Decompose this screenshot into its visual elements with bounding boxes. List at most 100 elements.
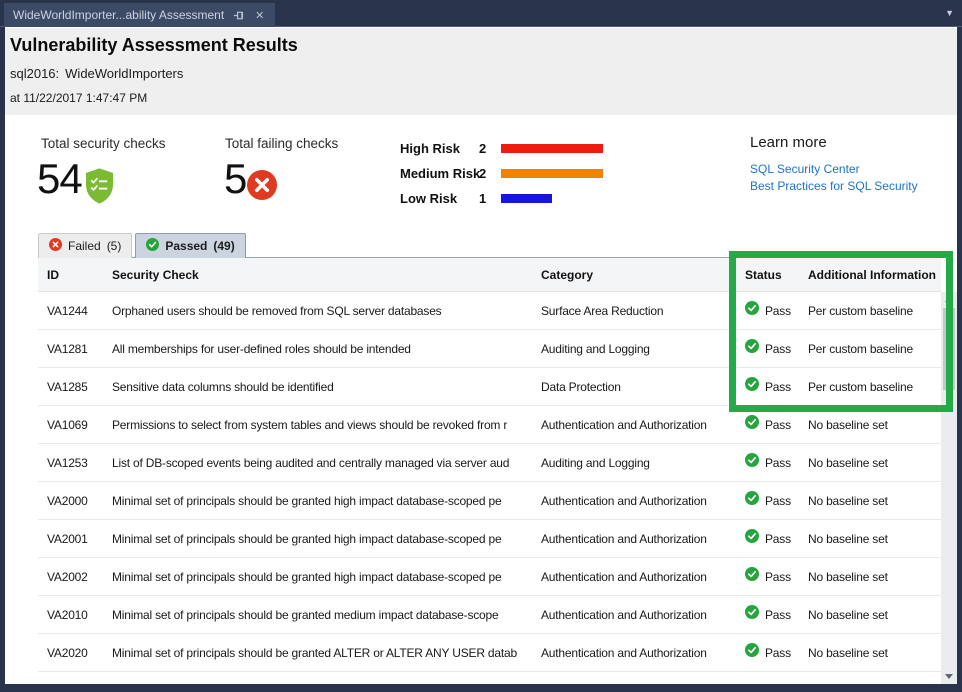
risk-bar: [501, 144, 603, 153]
table-row[interactable]: VA2001 Minimal set of principals should …: [38, 520, 941, 558]
status-text: Pass: [765, 444, 791, 482]
risk-count: 2: [479, 141, 501, 156]
cell-status: Pass: [745, 520, 791, 558]
risk-bar: [501, 169, 603, 178]
server-database-line: sql2016:WideWorldImporters: [10, 66, 183, 81]
cell-status: Pass: [745, 482, 791, 520]
risk-count: 1: [479, 191, 501, 206]
cell-security-check: Minimal set of principals should be gran…: [112, 482, 522, 520]
cell-security-check: All memberships for user-defined roles s…: [112, 330, 522, 368]
risk-label: Low Risk: [400, 191, 479, 206]
document-tab-title: WideWorldImporter...ability Assessment: [13, 8, 224, 22]
cell-status: Pass: [745, 368, 791, 406]
cell-status: Pass: [745, 596, 791, 634]
failing-checks-value: 5: [224, 158, 246, 200]
cell-additional-info: No baseline set: [808, 558, 888, 596]
table-row[interactable]: VA2020 Minimal set of principals should …: [38, 634, 941, 672]
tab-count: (5): [107, 239, 122, 253]
cell-category: Authentication and Authorization: [541, 520, 707, 558]
scroll-up-arrow-icon[interactable]: [945, 297, 953, 302]
cell-additional-info: Per custom baseline: [808, 292, 913, 330]
cell-status: Pass: [745, 558, 791, 596]
pass-check-icon: [745, 520, 759, 558]
table-row[interactable]: VA2002 Minimal set of principals should …: [38, 558, 941, 596]
column-header-category[interactable]: Category: [541, 258, 593, 292]
cell-additional-info: No baseline set: [808, 596, 888, 634]
pin-icon[interactable]: [232, 9, 245, 22]
status-text: Pass: [765, 596, 791, 634]
pass-check-icon: [745, 330, 759, 368]
scrollbar-thumb[interactable]: [943, 308, 955, 390]
table-row[interactable]: VA1069 Permissions to select from system…: [38, 406, 941, 444]
table-row[interactable]: VA2010 Minimal set of principals should …: [38, 596, 941, 634]
vertical-scrollbar[interactable]: [941, 292, 957, 684]
cell-category: Data Protection: [541, 368, 621, 406]
risk-legend-row-high-risk: High Risk 2: [400, 138, 603, 158]
cell-security-check: Orphaned users should be removed from SQ…: [112, 292, 522, 330]
cell-id: VA1285: [47, 368, 88, 406]
document-tab-bar: WideWorldImporter...ability Assessment ✕…: [0, 0, 962, 27]
risk-label: Medium Risk: [400, 166, 479, 181]
status-text: Pass: [765, 634, 791, 672]
cell-status: Pass: [745, 406, 791, 444]
cell-security-check: List of DB-scoped events being audited a…: [112, 444, 522, 482]
cell-security-check: Sensitive data columns should be identif…: [112, 368, 522, 406]
column-header-status[interactable]: Status: [745, 258, 782, 292]
learn-more-link[interactable]: SQL Security Center: [750, 162, 918, 176]
status-text: Pass: [765, 406, 791, 444]
cell-id: VA2010: [47, 596, 88, 634]
pass-check-icon: [745, 596, 759, 634]
cell-security-check: Minimal set of principals should be gran…: [112, 520, 522, 558]
pass-check-icon: [745, 558, 759, 596]
pass-check-icon: [745, 292, 759, 330]
cell-category: Authentication and Authorization: [541, 634, 707, 672]
cell-id: VA1281: [47, 330, 88, 368]
page-title: Vulnerability Assessment Results: [10, 35, 298, 56]
table-row[interactable]: VA1285 Sensitive data columns should be …: [38, 368, 941, 406]
learn-more-links: SQL Security Center Best Practices for SQ…: [750, 162, 918, 193]
results-header: Vulnerability Assessment Results sql2016…: [5, 28, 957, 115]
tab-passed[interactable]: Passed (49): [135, 233, 245, 258]
learn-more-title: Learn more: [750, 134, 827, 151]
cell-additional-info: Per custom baseline: [808, 330, 913, 368]
server-name: sql2016:: [10, 66, 59, 81]
risk-legend-row-low-risk: Low Risk 1: [400, 188, 552, 208]
table-row[interactable]: VA1244 Orphaned users should be removed …: [38, 292, 941, 330]
failing-checks-label: Total failing checks: [225, 136, 338, 151]
pass-check-icon: [745, 482, 759, 520]
cell-category: Surface Area Reduction: [541, 292, 663, 330]
column-header-additional-information[interactable]: Additional Information: [808, 258, 936, 292]
scroll-down-arrow-icon[interactable]: [945, 674, 953, 679]
cell-id: VA1244: [47, 292, 88, 330]
cell-category: Authentication and Authorization: [541, 482, 707, 520]
tab-failed[interactable]: Failed (5): [38, 233, 132, 258]
fail-x-icon: [49, 238, 62, 254]
cell-id: VA2002: [47, 558, 88, 596]
cell-additional-info: No baseline set: [808, 482, 888, 520]
cell-category: Authentication and Authorization: [541, 406, 707, 444]
risk-label: High Risk: [400, 141, 479, 156]
table-row[interactable]: VA2000 Minimal set of principals should …: [38, 482, 941, 520]
tab-count: (49): [213, 239, 234, 253]
results-table: VA1244 Orphaned users should be removed …: [38, 292, 941, 672]
cell-security-check: Permissions to select from system tables…: [112, 406, 522, 444]
cell-id: VA1069: [47, 406, 88, 444]
close-icon[interactable]: ✕: [253, 9, 266, 22]
column-header-security-check[interactable]: Security Check: [112, 258, 199, 292]
window-border-left: [0, 27, 5, 692]
document-tab[interactable]: WideWorldImporter...ability Assessment ✕: [4, 3, 275, 27]
pass-check-icon: [745, 368, 759, 406]
chevron-down-icon[interactable]: ▼: [945, 8, 954, 18]
tab-label: Passed: [165, 239, 207, 253]
learn-more-link[interactable]: Best Practices for SQL Security: [750, 179, 918, 193]
total-checks-label: Total security checks: [41, 136, 166, 151]
table-row[interactable]: VA1253 List of DB-scoped events being au…: [38, 444, 941, 482]
column-header-id[interactable]: ID: [47, 258, 59, 292]
risk-bar: [501, 194, 552, 203]
cell-additional-info: No baseline set: [808, 444, 888, 482]
shield-check-icon: [86, 168, 113, 209]
table-row[interactable]: VA1281 All memberships for user-defined …: [38, 330, 941, 368]
status-text: Pass: [765, 558, 791, 596]
cell-security-check: Minimal set of principals should be gran…: [112, 558, 522, 596]
cell-category: Authentication and Authorization: [541, 558, 707, 596]
